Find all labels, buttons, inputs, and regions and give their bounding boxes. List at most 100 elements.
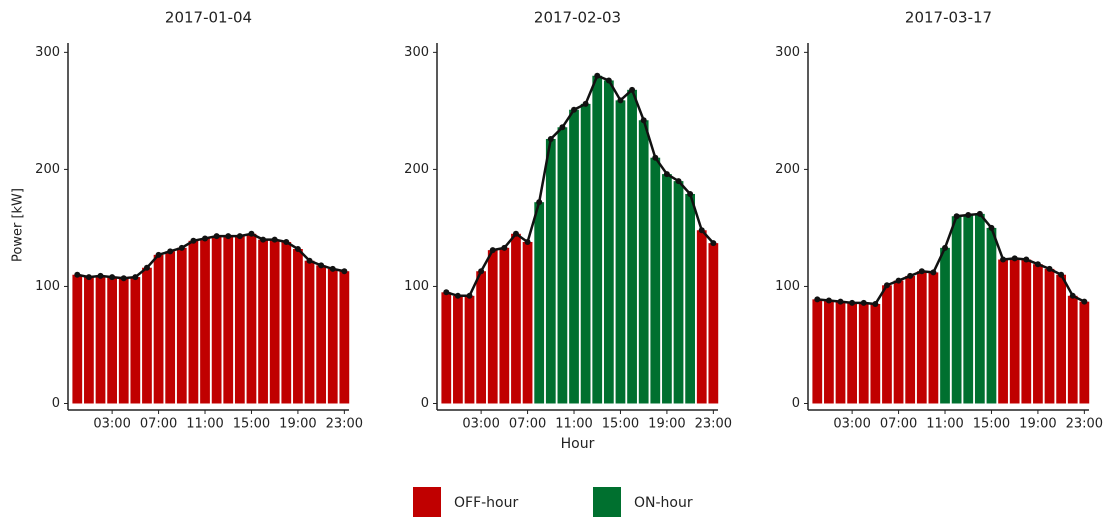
point [559, 124, 566, 131]
legend-label: ON-hour [634, 495, 693, 511]
bar [176, 247, 187, 404]
bar [963, 215, 974, 404]
bar [1056, 274, 1067, 404]
point [294, 245, 301, 252]
point [663, 171, 670, 178]
point [97, 272, 104, 279]
x-tick-label: 03:00 [93, 417, 130, 432]
y-tick-label: 200 [775, 162, 800, 177]
point [167, 248, 174, 255]
bar [72, 274, 83, 404]
bar [223, 236, 234, 404]
bar [580, 103, 591, 404]
bar [188, 240, 199, 404]
point [155, 251, 162, 258]
bar [650, 157, 661, 404]
point [271, 236, 278, 243]
x-tick-label: 19:00 [279, 417, 316, 432]
panel-title: 2017-01-04 [165, 9, 252, 27]
point [571, 106, 578, 113]
point [329, 265, 336, 272]
point [640, 117, 647, 124]
y-tick-label: 0 [421, 396, 429, 411]
bar [662, 174, 672, 404]
point [190, 237, 197, 244]
point [74, 271, 81, 278]
legend-label: OFF-hour [454, 495, 518, 511]
legend-swatch [413, 487, 441, 517]
bar [234, 236, 245, 404]
x-tick-label: 03:00 [462, 417, 499, 432]
point [976, 210, 983, 217]
point [849, 299, 856, 306]
point [988, 224, 995, 231]
bar [882, 285, 892, 404]
x-axis-label: Hour [561, 436, 595, 452]
bar [95, 275, 106, 404]
bar [638, 120, 649, 404]
legend-swatch [593, 487, 621, 517]
bar [824, 300, 834, 404]
bar [246, 233, 257, 404]
bar [870, 304, 881, 404]
bar [974, 213, 985, 404]
point [1034, 261, 1041, 268]
point [883, 282, 890, 289]
point [629, 86, 636, 93]
bar [316, 265, 327, 404]
bar [1067, 295, 1078, 404]
x-tick-label: 23:00 [326, 417, 363, 432]
x-tick-label: 15:00 [602, 417, 639, 432]
line [445, 74, 715, 298]
y-tick-label: 300 [775, 45, 800, 60]
bar [847, 302, 858, 404]
bar [998, 259, 1008, 404]
bar [84, 277, 94, 404]
point [501, 244, 508, 251]
x-tick-label: 11:00 [555, 417, 592, 432]
bar [1044, 268, 1055, 404]
bar [107, 277, 118, 404]
bar [165, 251, 176, 404]
bar [281, 241, 292, 404]
point [1000, 256, 1007, 263]
point [1069, 292, 1076, 299]
y-tick-label: 0 [792, 396, 800, 411]
point [965, 212, 972, 219]
bar [476, 271, 487, 404]
x-tick-label: 07:00 [880, 417, 917, 432]
x-tick-label: 07:00 [509, 417, 546, 432]
x-tick-label: 15:00 [233, 417, 270, 432]
y-tick-label: 200 [404, 162, 429, 177]
point [443, 289, 450, 296]
bar [603, 80, 614, 404]
point [524, 238, 531, 245]
point [306, 257, 313, 264]
point [454, 292, 461, 299]
bar [545, 138, 556, 404]
bar [916, 271, 927, 404]
bar [615, 100, 626, 404]
point [213, 233, 220, 240]
point [178, 244, 185, 251]
point [942, 244, 949, 251]
y-tick-label: 0 [52, 396, 60, 411]
point [248, 230, 255, 237]
bar [522, 241, 533, 404]
point [236, 233, 243, 240]
bar [499, 247, 510, 404]
point [872, 301, 879, 308]
bar [592, 75, 603, 404]
y-axis-label: Power [kW] [11, 188, 26, 262]
point [466, 292, 473, 299]
bar [487, 250, 498, 404]
bar [905, 275, 916, 404]
bar [835, 301, 846, 404]
point [860, 299, 867, 306]
y-tick-label: 100 [35, 279, 60, 294]
bar [130, 277, 141, 404]
bar [142, 267, 152, 404]
bar [118, 278, 129, 404]
bar [627, 89, 637, 404]
x-tick-label: 11:00 [186, 417, 223, 432]
